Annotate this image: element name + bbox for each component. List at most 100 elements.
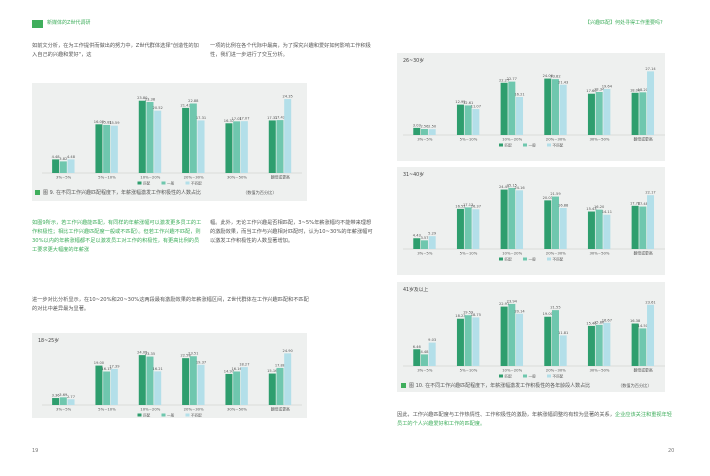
legend-label-b: 一般 — [529, 374, 537, 379]
legend-label-c: 不匹配 — [553, 257, 564, 262]
data-label: 24.06 — [543, 74, 554, 78]
data-label: 17.31 — [267, 116, 277, 120]
bar-2-0 — [428, 342, 436, 366]
bar-0-4 — [587, 93, 595, 135]
bar-2-2 — [516, 313, 524, 366]
data-label: 4.43 — [413, 234, 421, 238]
data-label: 17.60 — [586, 89, 597, 93]
data-label: 2.56 — [420, 124, 429, 128]
legend-label-b: 一般 — [167, 413, 175, 418]
bar-1-5 — [639, 328, 647, 366]
legend-swatch-b — [523, 374, 527, 378]
x-tick-label: 20%~30% — [546, 137, 566, 142]
bar-2-3 — [559, 335, 567, 366]
fig-31-40-panel — [397, 167, 665, 275]
bar-1-0 — [420, 240, 428, 249]
data-label: 16.20 — [594, 205, 605, 209]
data-label: 5.29 — [428, 232, 437, 236]
bar-1-4 — [233, 121, 241, 173]
data-label: 17.88 — [275, 363, 286, 367]
legend-swatch-a — [137, 413, 142, 417]
legend-swatch-b — [523, 257, 527, 261]
legend-swatch-c — [547, 143, 551, 147]
x-tick-label: 翻倍或更高 — [634, 137, 653, 142]
bar-0-5 — [631, 92, 639, 135]
data-label: 3.82 — [59, 157, 67, 161]
bar-0-3 — [544, 316, 552, 366]
data-label: 21.59 — [550, 192, 561, 196]
bar-0-4 — [587, 211, 595, 249]
bar-1-4 — [595, 209, 603, 249]
data-label: 17.42 — [275, 116, 285, 120]
chart-title: 41岁及以上 — [403, 286, 428, 293]
bar-2-2 — [516, 190, 524, 249]
x-tick-label: 3%~5% — [56, 175, 72, 180]
bar-0-4 — [587, 325, 595, 366]
bar-1-3 — [189, 356, 197, 405]
bar-0-1 — [456, 318, 464, 366]
bar-1-5 — [276, 120, 284, 173]
data-label: 16.37 — [224, 119, 234, 123]
bar-2-4 — [603, 88, 611, 135]
bar-2-1 — [110, 368, 118, 405]
bar-2-0 — [67, 159, 75, 173]
bar-0-2 — [500, 306, 508, 366]
legend-label-a: 匹配 — [505, 143, 513, 148]
data-label: 16.38 — [630, 319, 641, 323]
legend-label-a: 匹配 — [143, 413, 151, 418]
x-tick-label: 5%~10% — [460, 251, 478, 256]
bar-0-1 — [95, 365, 103, 405]
data-label: 20.03 — [543, 196, 553, 200]
data-label: 24.47 — [499, 185, 509, 189]
data-label: 11.81 — [558, 331, 568, 335]
bar-1-4 — [595, 324, 603, 366]
bar-1-3 — [189, 103, 197, 173]
fig9-caption: 图 9. 在不同工作兴趣匹配程度下，年薪涨幅激发工作积极性的人数占比 — [43, 190, 201, 196]
x-tick-label: 翻倍或更高 — [271, 407, 290, 412]
x-tick-label: 30%~50% — [589, 137, 609, 142]
bar-1-1 — [464, 105, 472, 135]
data-label: 18.00 — [630, 88, 641, 92]
x-tick-label: 10%~20% — [140, 175, 160, 180]
data-label: 17.48 — [638, 202, 649, 206]
legend-label-b: 一般 — [529, 257, 537, 262]
fig9-panel — [32, 83, 307, 201]
data-label: 14.97 — [224, 369, 234, 373]
legend-swatch-c — [547, 257, 551, 261]
bar-2-5 — [284, 353, 292, 405]
header-logo-icon — [32, 20, 43, 28]
bar-1-2 — [508, 303, 516, 366]
data-label: 15.86 — [594, 320, 605, 324]
data-label: 15.81 — [102, 120, 112, 124]
data-label: 19.64 — [602, 84, 613, 88]
bar-2-4 — [240, 367, 248, 405]
data-label: 23.82 — [550, 75, 560, 79]
x-tick-label: 20%~30% — [546, 368, 566, 373]
bar-0-0 — [413, 349, 421, 366]
x-tick-label: 30%~50% — [227, 175, 247, 180]
bar-0-2 — [500, 189, 508, 249]
data-label: 17.13 — [463, 203, 473, 207]
bar-1-2 — [508, 187, 516, 249]
data-label: 17.31 — [196, 116, 206, 120]
bar-0-4 — [225, 123, 233, 173]
fig10-caption: 图 10. 在不同工作兴趣匹配程度下，年薪涨幅激发工作积极性的各年龄段人数占比 — [409, 383, 591, 389]
x-tick-label: 3%~5% — [417, 251, 433, 256]
bar-1-4 — [233, 371, 241, 405]
data-label: 14.50 — [638, 324, 649, 328]
bar-2-1 — [472, 209, 480, 249]
data-label: 25.15 — [507, 183, 517, 187]
data-label: 18.75 — [471, 313, 481, 317]
fig9-caption-icon — [35, 190, 40, 195]
bar-0-4 — [225, 373, 233, 405]
x-tick-label: 5%~10% — [98, 407, 116, 412]
fig-18-25-panel — [32, 333, 307, 418]
legend-label-c: 不匹配 — [553, 143, 564, 148]
bar-2-0 — [428, 129, 436, 135]
data-label: 4.48 — [67, 155, 76, 159]
data-label: 9.03 — [428, 338, 436, 342]
fig10-caption-icon — [401, 383, 406, 388]
x-tick-label: 30%~50% — [589, 251, 609, 256]
x-tick-label: 5%~10% — [98, 175, 116, 180]
